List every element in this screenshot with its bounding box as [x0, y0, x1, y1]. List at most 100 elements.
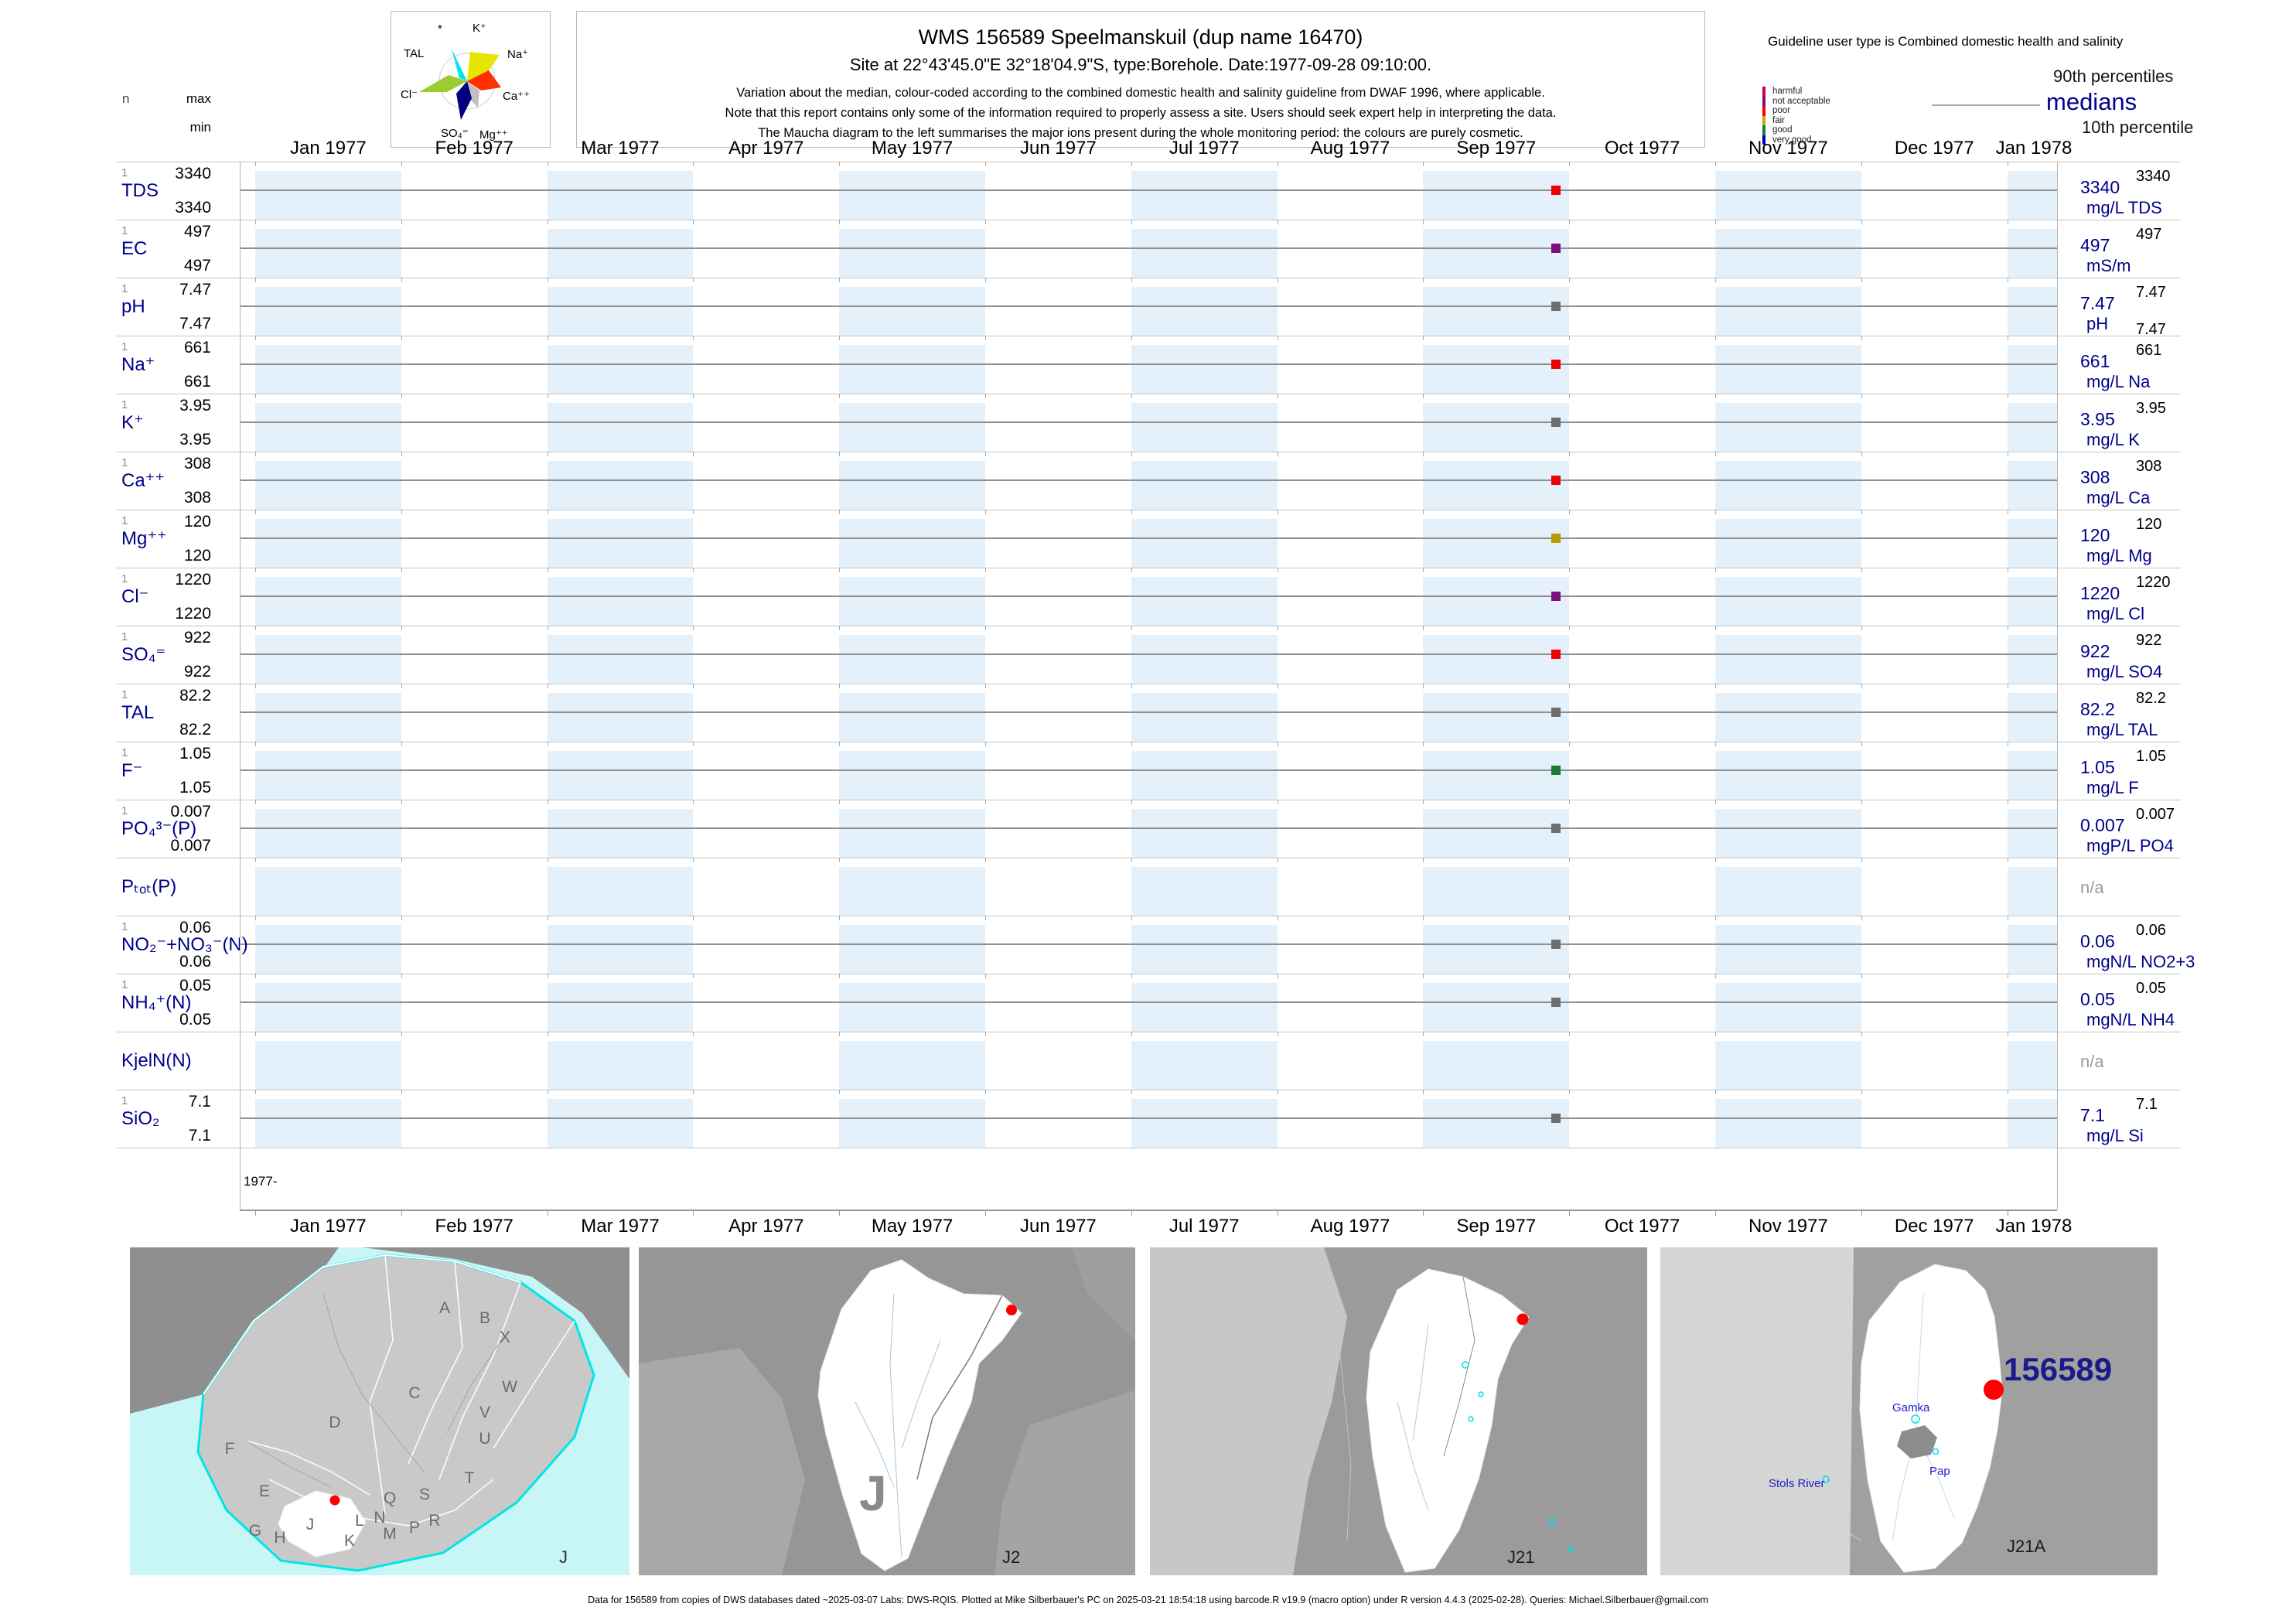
month-tick	[1423, 916, 1424, 920]
maucha-label-na: Na⁺	[507, 48, 529, 61]
month-tick	[1131, 220, 1132, 224]
sample-count: 1	[121, 166, 128, 179]
min-value: 1.05	[179, 779, 211, 797]
month-band	[1131, 925, 1278, 974]
month-tick	[1861, 916, 1862, 920]
month-tick	[1423, 336, 1424, 340]
min-value: 7.1	[188, 1127, 211, 1145]
max-value: 497	[183, 223, 211, 241]
month-tick	[839, 452, 841, 456]
month-band	[839, 577, 985, 626]
month-tick	[1423, 1032, 1424, 1036]
month-band	[839, 751, 985, 800]
month-tick	[839, 974, 841, 978]
median-line	[240, 711, 2057, 713]
quality-class-swatch	[1762, 115, 1765, 125]
month-tick	[401, 278, 402, 282]
median-value: 7.1	[2080, 1105, 2105, 1125]
month-band	[839, 287, 985, 336]
month-band	[2007, 867, 2057, 916]
max-value: 0.05	[179, 977, 211, 995]
month-tick	[401, 742, 402, 746]
month-band	[839, 1041, 985, 1090]
drainage-region-letter: D	[329, 1414, 340, 1431]
month-band	[1423, 171, 1570, 220]
month-tick	[1715, 684, 1716, 688]
median-value: 7.47	[2080, 293, 2115, 313]
param-label: NH₄⁺(N)	[121, 992, 192, 1013]
month-tick	[839, 568, 841, 572]
month-tick	[1131, 162, 1132, 166]
param-label: EC	[121, 238, 148, 259]
month-tick	[1861, 162, 1862, 166]
data-marker	[1551, 302, 1561, 311]
month-tick	[1569, 278, 1571, 282]
month-band	[1715, 867, 1861, 916]
map-catchment-shape	[1859, 1264, 2003, 1573]
month-band	[1131, 867, 1278, 916]
month-label-top: Dec 1977	[1894, 138, 1974, 159]
drainage-region-letter: R	[428, 1512, 440, 1530]
month-tick	[1861, 742, 1862, 746]
sample-count: 1	[121, 456, 128, 469]
drainage-region-letter: E	[259, 1482, 270, 1500]
month-tick	[255, 800, 256, 804]
month-band	[2007, 171, 2057, 220]
month-band	[1131, 171, 1278, 220]
month-band	[1715, 751, 1861, 800]
month-band	[1131, 519, 1278, 568]
month-band	[547, 809, 694, 858]
drainage-region-letter: L	[355, 1512, 364, 1530]
month-band	[547, 925, 694, 974]
median-value: 0.007	[2080, 815, 2125, 835]
month-tick	[1861, 1090, 1862, 1094]
maucha-wedge-cl	[419, 75, 467, 92]
p90-legend-label: 90th percentiles	[2053, 67, 2174, 86]
quality-class-label: good	[1772, 125, 1793, 135]
data-marker	[1551, 766, 1561, 775]
month-tick	[1715, 510, 1716, 514]
n-column-header: n	[122, 91, 130, 106]
month-band	[2007, 229, 2057, 278]
maucha-label-tal: TAL	[404, 47, 425, 60]
max-value: 7.47	[179, 281, 211, 299]
month-tick	[1715, 742, 1716, 746]
drainage-region-letter: N	[374, 1509, 385, 1527]
map-pans	[1822, 1414, 1939, 1483]
month-tick	[255, 858, 256, 862]
month-tick	[1715, 162, 1716, 166]
median-value: 0.05	[2080, 989, 2115, 1009]
plot-bottom-border	[240, 1209, 2057, 1211]
month-tick	[1715, 568, 1716, 572]
month-band	[1715, 403, 1861, 452]
month-tick	[1131, 1032, 1132, 1036]
min-value: 0.007	[170, 837, 211, 855]
param-label: TAL	[121, 702, 155, 723]
month-tick	[693, 278, 694, 282]
maucha-wedge-tal	[452, 49, 467, 81]
month-tick	[401, 568, 402, 572]
month-band	[547, 867, 694, 916]
month-tick	[401, 394, 402, 398]
sample-count: 1	[121, 978, 128, 991]
month-tick	[985, 1210, 986, 1216]
month-tick	[255, 162, 256, 166]
median-line	[240, 769, 2057, 771]
month-tick	[1131, 336, 1132, 340]
month-tick	[1131, 742, 1132, 746]
month-label-bottom: Dec 1977	[1894, 1216, 1974, 1237]
month-tick	[1131, 452, 1132, 456]
month-band	[1423, 287, 1570, 336]
month-tick	[401, 858, 402, 862]
drainage-region-letter: S	[419, 1486, 430, 1503]
param-label: Mg⁺⁺	[121, 528, 167, 549]
sample-count: 1	[121, 282, 128, 295]
month-band	[547, 403, 694, 452]
month-tick	[1423, 220, 1424, 224]
month-band	[839, 229, 985, 278]
max-value: 1220	[175, 571, 211, 589]
month-tick	[1423, 742, 1424, 746]
max-value: 3.95	[179, 397, 211, 415]
quality-class-label: poor	[1772, 106, 1791, 115]
